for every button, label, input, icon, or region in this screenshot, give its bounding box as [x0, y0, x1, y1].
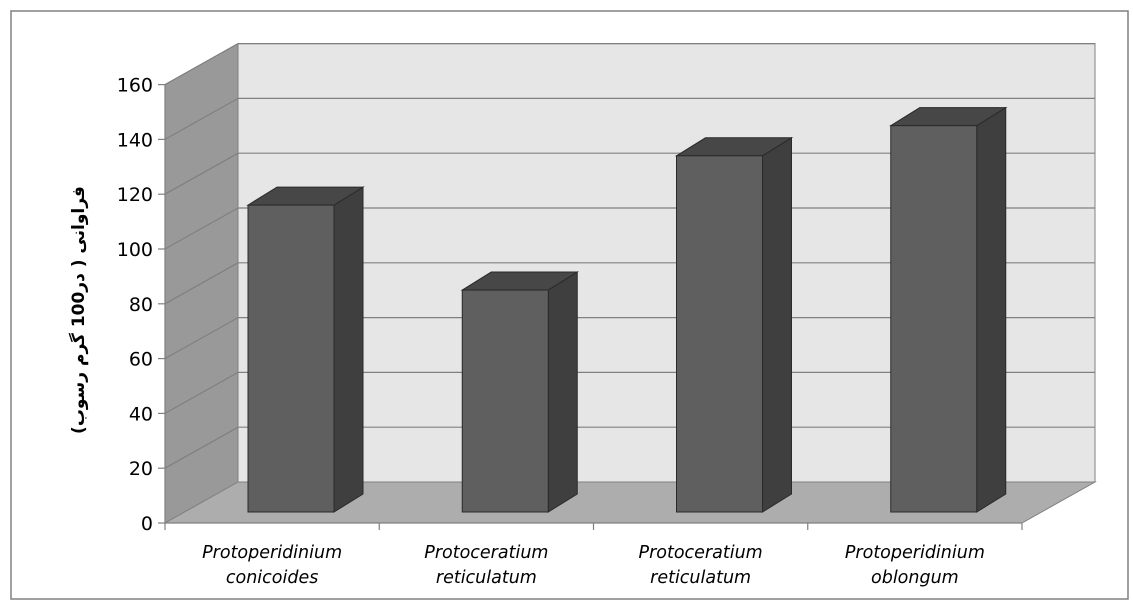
- bar-front: [461, 289, 549, 513]
- y-tick-label: 80: [129, 294, 153, 316]
- gridline-side: [164, 262, 239, 305]
- gridline-side: [164, 43, 239, 86]
- bar-front: [247, 204, 335, 513]
- x-category-label: reticulatum: [436, 568, 537, 588]
- bar-side: [976, 106, 1007, 513]
- bar: [674, 136, 794, 513]
- y-tick-label: 140: [117, 129, 153, 151]
- bar-side: [762, 136, 792, 513]
- x-category-label: reticulatum: [650, 568, 751, 588]
- gridline-side: [164, 317, 239, 360]
- x-category-label: Protoperidinium: [845, 543, 985, 563]
- gridline-side: [164, 152, 239, 195]
- x-category-label: Protoceratium: [639, 543, 763, 563]
- x-axis-ticks: Protoperidinium conicoides Protoceratium re…: [164, 522, 1023, 588]
- gridline-side: [164, 97, 239, 140]
- bar: [888, 106, 1008, 513]
- y-tick-label: 20: [129, 458, 153, 480]
- y-tick-label: 0: [141, 513, 153, 535]
- y-axis-ticks: 0 20 40 60 80 100 120 140 160: [117, 75, 166, 535]
- bar-side: [547, 271, 578, 513]
- y-tick-label: 160: [117, 75, 153, 97]
- y-tick-label: 60: [129, 349, 153, 371]
- y-tick-label: 40: [129, 403, 153, 425]
- gridline-side: [164, 207, 239, 250]
- x-category-label: Protoceratium: [424, 543, 548, 563]
- bar: [246, 186, 365, 513]
- bar: [460, 271, 580, 513]
- bars: [246, 106, 1008, 513]
- bar-side: [333, 186, 364, 513]
- y-axis-title: فراوانی ( در100 گرم رسوب): [68, 186, 89, 434]
- gridline-side: [164, 426, 239, 469]
- bar-front: [890, 125, 978, 513]
- y-tick-label: 100: [117, 239, 153, 261]
- y-tick-label: 120: [117, 184, 153, 206]
- x-category-label: Protoperidinium: [202, 543, 342, 563]
- x-category-label: conicoides: [226, 568, 318, 588]
- x-category-label: oblongum: [871, 568, 959, 588]
- gridline-side: [164, 371, 239, 414]
- bar-front: [676, 155, 763, 513]
